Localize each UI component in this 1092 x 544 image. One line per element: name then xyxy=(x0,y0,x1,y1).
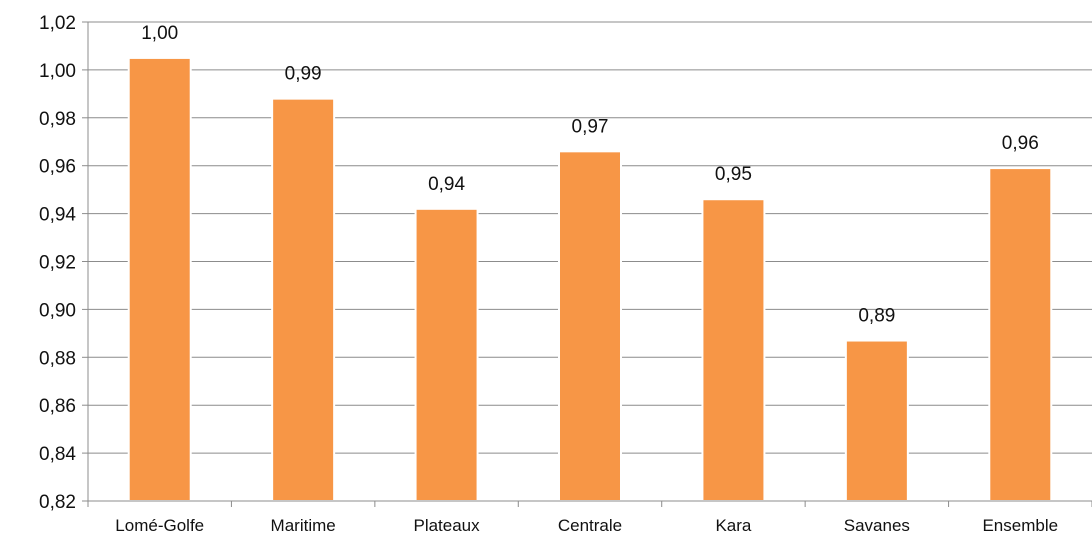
y-tick-label: 0,86 xyxy=(39,396,76,417)
x-tick-label: Maritime xyxy=(271,516,336,535)
bar xyxy=(988,167,1053,502)
x-tick-label: Centrale xyxy=(558,516,622,535)
data-labels: 1,00 0,99 0,94 0,97 0,95 0,89 0,96 xyxy=(141,23,1039,327)
y-tick-labels: 0,82 0,84 0,86 0,88 0,90 0,92 0,94 0,96 0,98 1,00… xyxy=(39,13,76,513)
x-tick-label: Plateaux xyxy=(413,516,480,535)
bar xyxy=(414,207,479,502)
x-tick-label: Ensemble xyxy=(982,516,1058,535)
data-label: 0,95 xyxy=(715,164,752,185)
bar xyxy=(558,150,622,503)
x-tick-label: Lomé-Golfe xyxy=(115,516,204,535)
y-tick-label: 0,90 xyxy=(39,300,76,321)
data-label: 0,89 xyxy=(858,306,895,327)
data-label: 0,94 xyxy=(428,174,465,195)
data-label: 0,96 xyxy=(1002,133,1039,154)
axes xyxy=(82,21,1092,507)
x-tick-labels: Lomé-Golfe Maritime Plateaux Centrale Kara Sa… xyxy=(115,516,1058,535)
y-tick-label: 0,88 xyxy=(39,348,76,369)
y-tick-label: 0,94 xyxy=(39,205,76,226)
bar xyxy=(844,339,909,502)
y-tick-label: 0,82 xyxy=(39,492,76,513)
bar xyxy=(271,97,336,502)
x-tick-label: Savanes xyxy=(844,516,910,535)
data-label: 0,97 xyxy=(572,116,609,137)
bar xyxy=(127,56,192,503)
y-tick-label: 1,00 xyxy=(39,61,76,82)
y-tick-label: 0,84 xyxy=(39,444,76,465)
bar xyxy=(701,198,766,502)
data-label: 1,00 xyxy=(141,23,178,44)
x-tick-label: Kara xyxy=(715,516,751,535)
y-tick-label: 0,92 xyxy=(39,253,76,274)
y-tick-label: 0,98 xyxy=(39,109,76,130)
data-label: 0,99 xyxy=(285,64,322,85)
y-tick-label: 1,02 xyxy=(39,13,76,34)
y-tick-label: 0,96 xyxy=(39,157,76,178)
